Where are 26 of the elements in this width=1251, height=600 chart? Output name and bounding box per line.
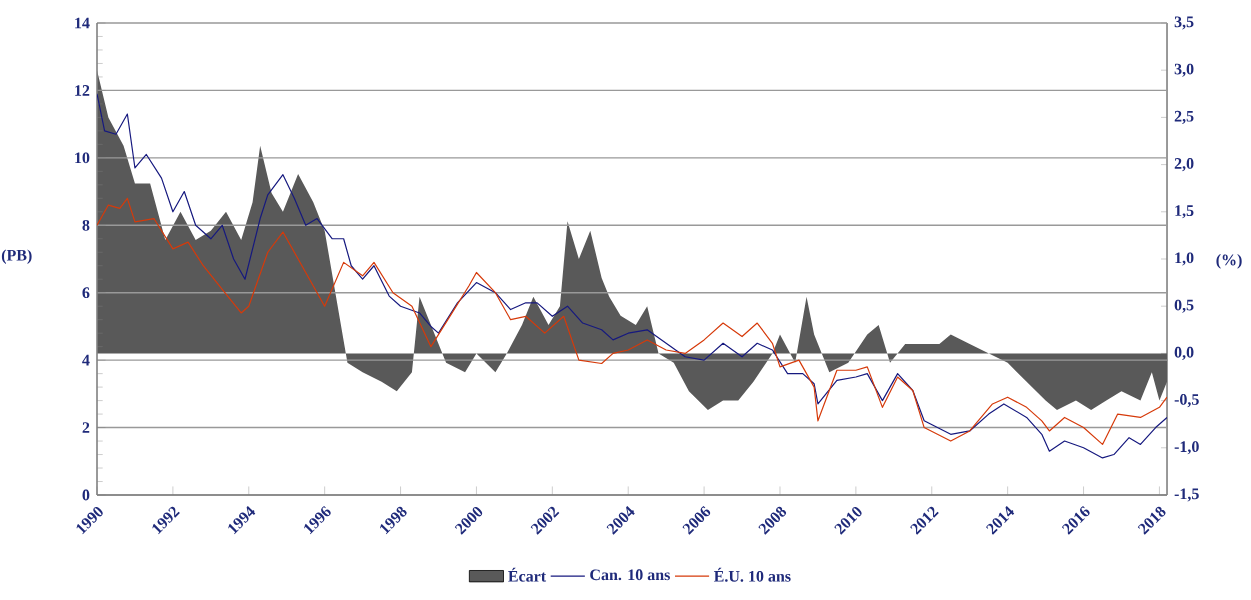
- y2-tick-label: 3,5: [1174, 16, 1194, 30]
- y-tick-label: 4: [82, 354, 90, 366]
- y-tick-label: 8: [82, 219, 90, 231]
- y2-tick-label: 1,0: [1175, 252, 1194, 266]
- y2-axis-title: (%): [1216, 254, 1242, 269]
- line-series: [97, 197, 1168, 446]
- y2-tick-label: 1,5: [1175, 205, 1194, 219]
- y-tick-label: 6: [82, 287, 90, 299]
- legend-label: Écart: [508, 567, 547, 582]
- y-axis-title: (PB): [1, 249, 32, 264]
- y2-tick-label: -0,5: [1174, 394, 1199, 408]
- legend-label: Can. 10 ans: [590, 569, 670, 581]
- y2-tick-label: 2,0: [1174, 158, 1194, 172]
- x-tick-label: 1990: [76, 506, 103, 535]
- legend-label: É.U. 10 ans: [713, 567, 791, 582]
- y-tick-label: 2: [82, 422, 90, 433]
- y-tick-label: 12: [75, 85, 90, 96]
- y2-tick-label: -1,0: [1174, 441, 1199, 455]
- y-tick-label: 14: [75, 17, 90, 29]
- y2-tick-label: -1,5: [1174, 488, 1199, 502]
- y-tick-label: 10: [75, 152, 90, 164]
- y2-tick-label: 0,0: [1174, 346, 1194, 360]
- y-tick-label: 0: [82, 489, 90, 501]
- y2-tick-label: 0,5: [1174, 299, 1194, 313]
- y2-tick-label: 3,0: [1174, 63, 1194, 77]
- y2-tick-label: 2,5: [1174, 110, 1194, 124]
